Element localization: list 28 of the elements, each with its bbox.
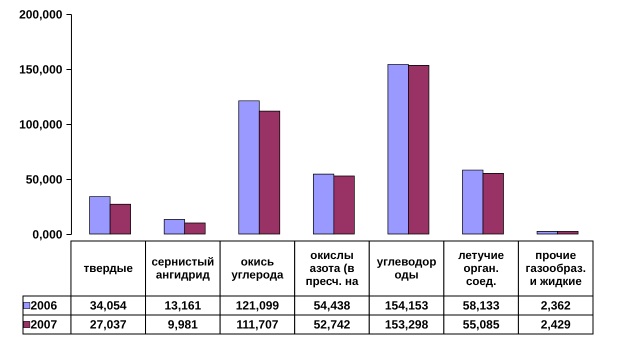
data-label: 121,099	[236, 298, 280, 312]
x-tick-label: углеводороды	[376, 256, 436, 282]
legend-label: 2006	[30, 298, 58, 312]
data-label: 9,981	[168, 318, 198, 332]
data-label: 52,742	[314, 318, 351, 332]
x-tick-label: твердые	[84, 263, 133, 275]
data-label: 34,054	[90, 298, 127, 312]
x-tick-label: окись углерода	[231, 256, 284, 282]
data-label: 13,161	[164, 298, 202, 312]
y-tick-label: 50,000	[26, 172, 63, 186]
legend-label: 2007	[30, 318, 58, 332]
data-label: 55,085	[462, 318, 500, 332]
x-tick-label: прочие газообраз. и жидкие	[526, 250, 586, 288]
data-label: 27,037	[90, 318, 127, 332]
y-tick-label: 0,000	[32, 228, 63, 242]
data-label: 54,438	[314, 298, 351, 312]
x-tick-label: сернистый ангидрид	[151, 256, 214, 282]
data-label: 2,362	[540, 298, 572, 312]
data-label: 154,153	[384, 298, 429, 312]
y-tick-label: 200,000	[19, 8, 63, 22]
y-tick-label: 150,000	[19, 62, 63, 76]
y-tick-label: 100,000	[19, 118, 63, 132]
data-label: 2,429	[540, 318, 572, 332]
x-tick-label: окислы азота (в пресч. на	[306, 250, 359, 288]
data-label: 58,133	[462, 298, 500, 312]
x-tick-label: летучие орган. соед.	[458, 250, 504, 288]
data-label: 111,707	[236, 318, 279, 332]
data-label: 153,298	[384, 318, 429, 332]
